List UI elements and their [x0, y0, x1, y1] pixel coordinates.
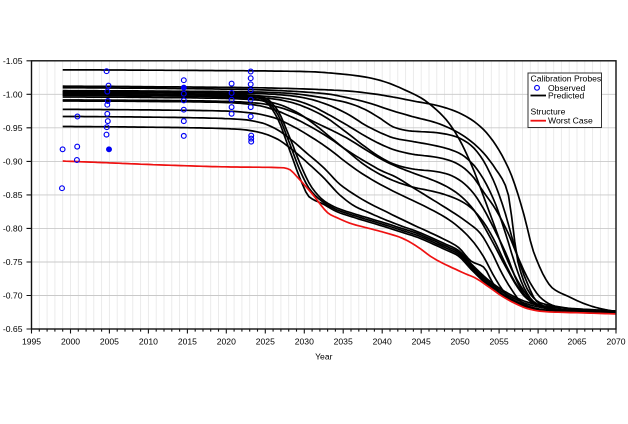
svg-text:Structure: Structure [531, 106, 566, 116]
svg-text:2060: 2060 [529, 337, 548, 347]
svg-text:2000: 2000 [61, 337, 80, 347]
svg-text:2030: 2030 [295, 337, 314, 347]
svg-text:Observed: Observed [548, 83, 585, 93]
svg-text:Calibration Probes: Calibration Probes [531, 73, 602, 83]
svg-text:2045: 2045 [412, 337, 431, 347]
svg-text:-0.65: -0.65 [3, 324, 23, 334]
svg-text:-0.75: -0.75 [3, 257, 23, 267]
svg-text:2040: 2040 [373, 337, 392, 347]
svg-text:2035: 2035 [334, 337, 353, 347]
svg-text:Year: Year [315, 352, 333, 362]
svg-text:-1.05: -1.05 [3, 56, 23, 66]
svg-text:2015: 2015 [178, 337, 197, 347]
svg-text:-0.90: -0.90 [3, 156, 23, 166]
svg-text:-0.80: -0.80 [3, 223, 23, 233]
svg-text:2005: 2005 [100, 337, 119, 347]
svg-text:2010: 2010 [139, 337, 158, 347]
svg-text:Worst Case: Worst Case [548, 116, 593, 126]
svg-text:2025: 2025 [256, 337, 275, 347]
svg-text:-1.00: -1.00 [3, 89, 23, 99]
svg-text:1995: 1995 [22, 337, 41, 347]
svg-text:-0.85: -0.85 [3, 190, 23, 200]
svg-text:2065: 2065 [567, 337, 586, 347]
svg-text:2020: 2020 [217, 337, 236, 347]
svg-text:-0.95: -0.95 [3, 123, 23, 133]
svg-text:2050: 2050 [451, 337, 470, 347]
svg-text:-0.70: -0.70 [3, 291, 23, 301]
svg-text:Predicted: Predicted [548, 90, 585, 100]
svg-text:2055: 2055 [490, 337, 509, 347]
svg-text:2070: 2070 [606, 337, 625, 347]
